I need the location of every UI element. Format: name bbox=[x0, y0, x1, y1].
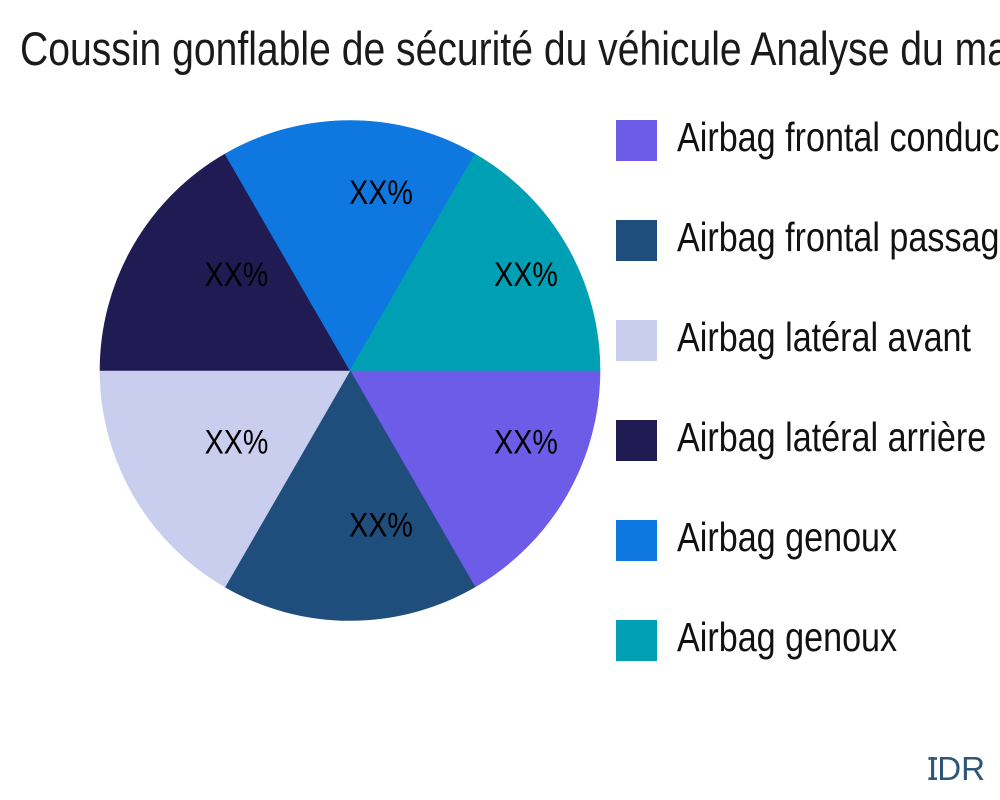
svg-text:XX%: XX% bbox=[494, 256, 558, 294]
svg-text:XX%: XX% bbox=[494, 423, 558, 461]
svg-text:Airbag genoux: Airbag genoux bbox=[677, 514, 898, 560]
svg-text:XX%: XX% bbox=[349, 174, 413, 212]
svg-text:Airbag latéral arrière: Airbag latéral arrière bbox=[677, 414, 986, 460]
svg-text:Airbag frontal conducteur: Airbag frontal conducteur bbox=[677, 114, 1000, 160]
svg-text:XX%: XX% bbox=[349, 506, 413, 544]
svg-text:Airbag latéral avant: Airbag latéral avant bbox=[677, 314, 972, 360]
svg-text:XX%: XX% bbox=[205, 256, 269, 294]
svg-text:Coussin gonflable de sécurité: Coussin gonflable de sécurité du véhicul… bbox=[20, 23, 1000, 76]
svg-text:Airbag genoux: Airbag genoux bbox=[677, 614, 898, 660]
svg-text:XX%: XX% bbox=[205, 423, 269, 461]
svg-text:IDR: IDR bbox=[928, 751, 985, 788]
svg-text:Airbag frontal passager: Airbag frontal passager bbox=[677, 214, 1000, 260]
